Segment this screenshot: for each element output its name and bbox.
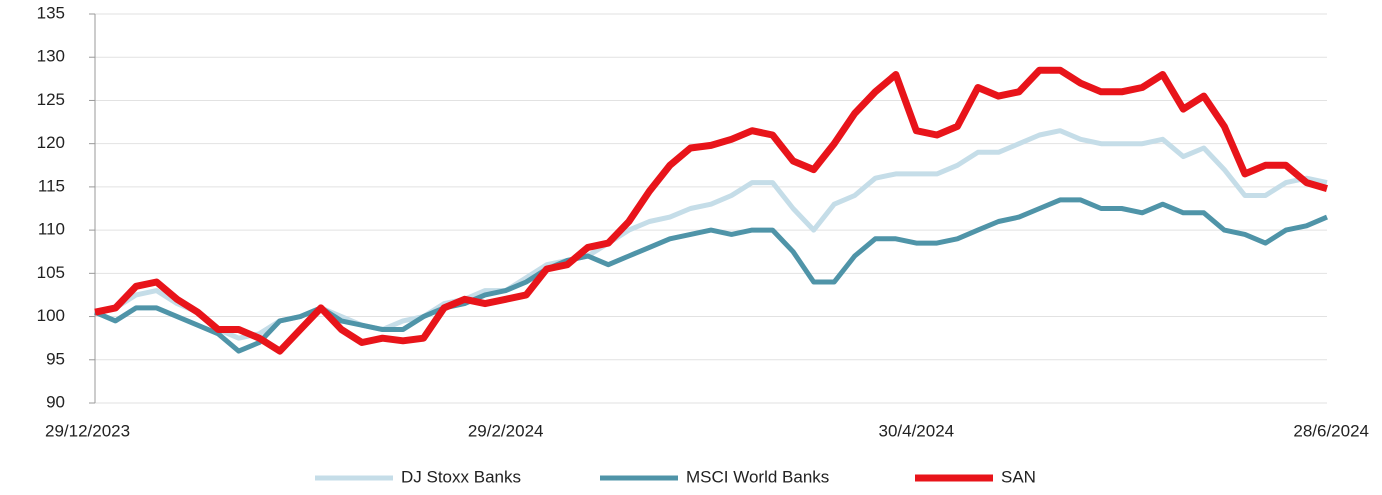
line-series: [94, 66, 1328, 355]
x-tick-label: 28/6/2024: [1293, 421, 1369, 440]
y-tick-label: 95: [46, 349, 65, 368]
y-tick-label: 90: [46, 392, 65, 411]
y-tick-label: 115: [38, 176, 65, 195]
x-tick-label: 30/4/2024: [879, 421, 955, 440]
x-tick-label: 29/2/2024: [468, 421, 544, 440]
y-tick-label: 125: [37, 90, 65, 109]
legend-label: DJ Stoxx Banks: [401, 467, 521, 486]
y-tick-label: 120: [37, 133, 65, 152]
y-tick-label: 130: [37, 47, 65, 66]
legend-label: MSCI World Banks: [686, 467, 829, 486]
y-tick-label: 100: [37, 306, 65, 325]
x-tick-label: 29/12/2023: [45, 421, 130, 440]
line-series: [94, 128, 1328, 341]
legend-label: SAN: [1001, 467, 1036, 486]
line-series: [94, 197, 1328, 354]
y-tick-label: 135: [37, 3, 65, 22]
y-tick-label: 105: [37, 263, 65, 282]
y-tick-label: 110: [38, 220, 65, 239]
